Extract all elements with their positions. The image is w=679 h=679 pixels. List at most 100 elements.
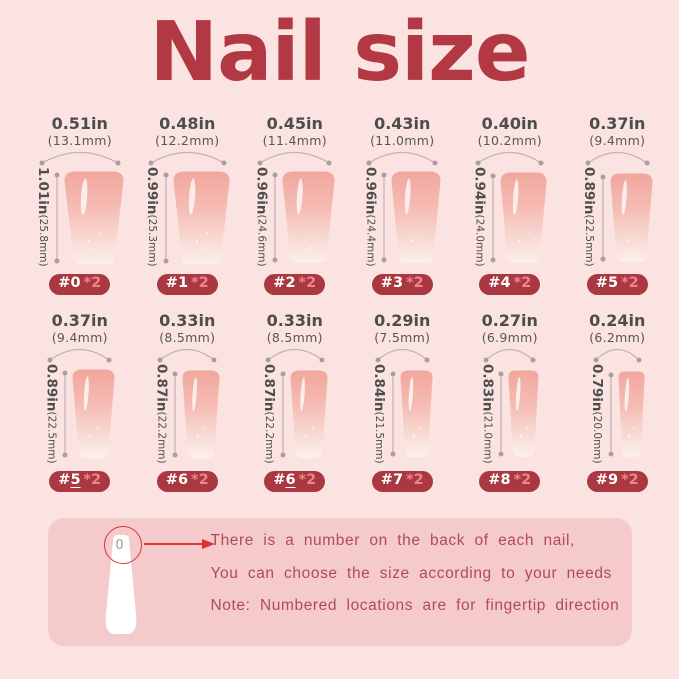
height-label: 0.84in(21.5mm)	[371, 364, 387, 464]
height-inches-label: 0.87in	[153, 364, 170, 412]
nail-size-cell: 0.29in (7.5mm) 0.84in(21.5mm) #7 *2	[349, 311, 457, 492]
height-mm-label: (24.6mm)	[255, 215, 268, 268]
width-inches-label: 0.40in	[481, 114, 538, 134]
nail-measure-row: 0.96in(24.4mm)	[362, 167, 442, 267]
height-mm-label: (22.2mm)	[262, 411, 275, 464]
width-mm-label: (8.5mm)	[266, 330, 323, 346]
height-inches-label: 1.01in	[34, 167, 51, 216]
height-inches-label: 0.96in	[362, 167, 379, 216]
height-line-indicator	[280, 371, 286, 458]
width-arc-indicator	[148, 152, 227, 166]
quantity-label: *2	[513, 275, 532, 292]
nail-measure-row: 0.83in(21.0mm)	[479, 364, 540, 464]
size-badge: #7 *2	[371, 470, 433, 492]
width-mm-label: (6.2mm)	[589, 330, 646, 346]
size-badge: #3 *2	[371, 274, 433, 295]
height-mm-label: (25.3mm)	[145, 215, 158, 268]
height-mm-label: (20.0mm)	[590, 411, 603, 464]
height-mm-label: (24.4mm)	[364, 215, 377, 268]
nail-size-cell: 0.37in (9.4mm) 0.89in(22.5mm) #5 *2	[564, 114, 672, 295]
press-on-nail-image	[500, 172, 547, 263]
note-line-1: There is a number on the back of each na…	[210, 531, 575, 549]
note-text: There is a number on the back of each na…	[211, 531, 626, 630]
nail-measure-row: 0.99in(25.3mm)	[144, 167, 231, 267]
height-mm-label: (21.5mm)	[372, 411, 385, 464]
width-mm-label: (9.4mm)	[51, 330, 108, 346]
height-label: 0.96in(24.6mm)	[253, 167, 269, 267]
size-number: #5	[58, 471, 81, 488]
width-inches-label: 0.37in	[589, 114, 646, 134]
height-mm-label: (22.5mm)	[45, 411, 58, 464]
width-mm-label: (7.5mm)	[374, 330, 431, 346]
nail-size-cell: 0.33in (8.5mm) 0.87in(22.2mm) #6 *2	[241, 311, 349, 492]
height-label: 0.83in(21.0mm)	[479, 364, 495, 464]
nail-measure-row: 0.94in(24.0mm)	[471, 167, 548, 267]
height-inches-label: 0.96in	[253, 167, 270, 216]
press-on-nail-image	[610, 173, 653, 262]
width-arc-indicator	[265, 349, 325, 363]
height-line-indicator	[163, 172, 169, 264]
nail-measure-row: 0.84in(21.5mm)	[371, 364, 434, 464]
height-mm-label: (21.0mm)	[481, 411, 494, 464]
nail-size-cell: 0.37in (9.4mm) 0.89in(22.5mm) #5 *2	[26, 311, 134, 492]
size-badge: #0 *2	[49, 274, 111, 295]
press-on-nail-image	[391, 171, 441, 264]
height-line-indicator	[54, 172, 60, 264]
size-number: #2	[273, 275, 296, 292]
press-on-nail-image	[290, 370, 328, 458]
quantity-label: *2	[191, 275, 209, 292]
size-badge: #5 *2	[586, 274, 648, 295]
quantity-label: *2	[191, 471, 209, 488]
width-inches-label: 0.27in	[481, 311, 538, 330]
width-mm-label: (6.9mm)	[481, 330, 538, 346]
nail-measure-row: 0.89in(22.5mm)	[43, 364, 116, 464]
width-arc-indicator	[257, 152, 332, 166]
height-line-indicator	[172, 371, 178, 458]
width-inches-label: 0.33in	[159, 311, 216, 330]
size-grid: 0.51in (13.1mm) 1.01in(25.8mm) #0 *2 0.4…	[0, 114, 679, 492]
width-arc-indicator	[39, 152, 121, 166]
width-mm-label: (9.4mm)	[589, 133, 646, 149]
height-inches-label: 0.99in	[143, 167, 160, 216]
height-label: 0.99in(25.3mm)	[144, 167, 160, 267]
width-mm-label: (11.4mm)	[262, 133, 327, 149]
width-mm-label: (11.0mm)	[370, 133, 435, 149]
size-badge: #8 *2	[479, 470, 541, 492]
width-arc-indicator	[366, 152, 438, 166]
height-label: 0.87in(22.2mm)	[261, 364, 277, 464]
size-number: #4	[488, 275, 511, 292]
width-arc-indicator	[157, 349, 217, 363]
quantity-label: *2	[621, 275, 639, 292]
nail-measure-row: 1.01in(25.8mm)	[35, 167, 125, 267]
height-label: 0.87in(22.2mm)	[153, 364, 169, 464]
height-line-indicator	[608, 372, 614, 457]
nail-size-cell: 0.24in (6.2mm) 0.79in(20.0mm) #9 *2	[564, 311, 672, 492]
note-line-2: You can choose the size according to you…	[210, 564, 612, 582]
quantity-label: *2	[83, 275, 102, 292]
height-line-indicator	[272, 172, 278, 263]
height-label: 0.96in(24.4mm)	[362, 167, 378, 267]
quantity-label: *2	[298, 471, 317, 488]
quantity-label: *2	[621, 471, 639, 488]
height-inches-label: 0.89in	[43, 364, 60, 412]
height-line-indicator	[62, 370, 68, 458]
nail-measure-row: 0.89in(22.5mm)	[581, 167, 654, 267]
nail-measure-row: 0.87in(22.2mm)	[153, 364, 221, 464]
press-on-nail-image	[400, 370, 433, 458]
height-inches-label: 0.87in	[260, 364, 277, 412]
nail-size-cell: 0.45in (11.4mm) 0.96in(24.6mm) #2 *2	[241, 114, 349, 295]
width-inches-label: 0.29in	[374, 311, 431, 330]
nail-measure-row: 0.87in(22.2mm)	[261, 364, 329, 464]
size-number: #7	[380, 471, 404, 488]
size-badge: #9 *2	[586, 470, 648, 492]
press-on-nail-image	[618, 371, 645, 457]
nail-measure-row: 0.79in(20.0mm)	[589, 364, 646, 464]
width-arc-indicator	[475, 152, 544, 166]
height-line-indicator	[381, 172, 387, 263]
height-label: 0.94in(24.0mm)	[471, 167, 487, 267]
width-inches-label: 0.37in	[51, 311, 108, 330]
size-number: #6	[273, 471, 296, 488]
width-mm-label: (8.5mm)	[159, 330, 216, 346]
size-badge: #2 *2	[264, 274, 326, 295]
